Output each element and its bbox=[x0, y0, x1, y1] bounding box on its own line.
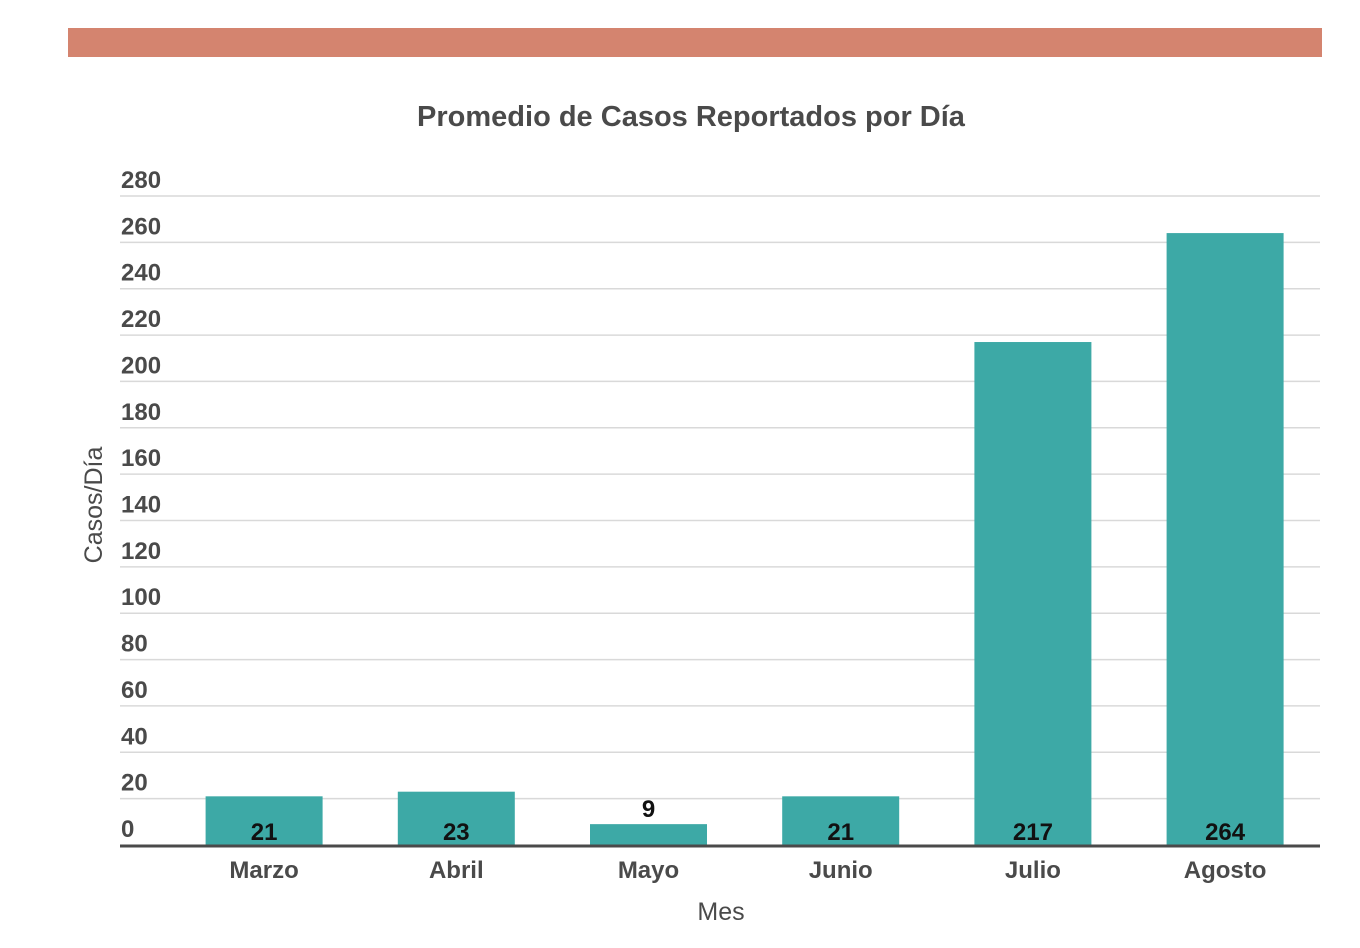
y-tick-label: 20 bbox=[121, 770, 148, 797]
bar-julio bbox=[974, 342, 1092, 845]
data-label: 264 bbox=[1205, 819, 1246, 846]
gridlines bbox=[120, 195, 1320, 800]
x-tick-label: Junio bbox=[809, 857, 873, 884]
x-tick-label: Abril bbox=[429, 857, 484, 884]
y-tick-label: 240 bbox=[121, 260, 161, 287]
data-label: 23 bbox=[443, 819, 470, 846]
y-tick-label: 80 bbox=[121, 631, 148, 658]
data-label: 21 bbox=[251, 819, 278, 846]
y-tick-label: 40 bbox=[121, 723, 148, 750]
y-tick-label: 60 bbox=[121, 677, 148, 704]
y-tick-label: 100 bbox=[121, 584, 161, 611]
data-label: 21 bbox=[827, 819, 854, 846]
y-tick-label: 120 bbox=[121, 538, 161, 565]
bar-marzo bbox=[205, 796, 323, 845]
chart-title: Promedio de Casos Reportados por Día bbox=[417, 101, 966, 133]
y-tick-label: 220 bbox=[121, 306, 161, 333]
y-tick-label: 160 bbox=[121, 445, 161, 472]
x-tick-label: Mayo bbox=[618, 857, 679, 884]
y-tick-label: 200 bbox=[121, 352, 161, 379]
y-tick-label: 280 bbox=[121, 167, 161, 194]
top-accent-band bbox=[68, 28, 1322, 57]
bar-agosto bbox=[1166, 233, 1284, 846]
data-label: 217 bbox=[1013, 819, 1053, 846]
y-axis-ticks: 0 20 40 60 80 100 120 140 160 180 200 220 240 260 280 bbox=[121, 167, 161, 843]
x-tick-label: Marzo bbox=[229, 857, 298, 884]
x-tick-label: Julio bbox=[1005, 857, 1061, 884]
bar-junio bbox=[782, 796, 900, 845]
y-tick-label: 0 bbox=[121, 816, 134, 843]
bar-mayo bbox=[590, 824, 707, 845]
x-axis-ticks: Marzo Abril Mayo Junio Julio Agosto bbox=[229, 857, 1266, 884]
y-tick-label: 140 bbox=[121, 492, 161, 519]
data-label: 9 bbox=[642, 796, 655, 823]
y-tick-label: 180 bbox=[121, 399, 161, 426]
bars bbox=[205, 233, 1284, 846]
x-tick-label: Agosto bbox=[1184, 857, 1267, 884]
y-axis-label: Casos/Día bbox=[80, 447, 108, 564]
y-tick-label: 260 bbox=[121, 213, 161, 240]
data-labels: 21 23 9 21 217 264 bbox=[251, 796, 1246, 846]
x-axis-label: Mes bbox=[697, 898, 744, 926]
bar-abril bbox=[397, 791, 515, 845]
